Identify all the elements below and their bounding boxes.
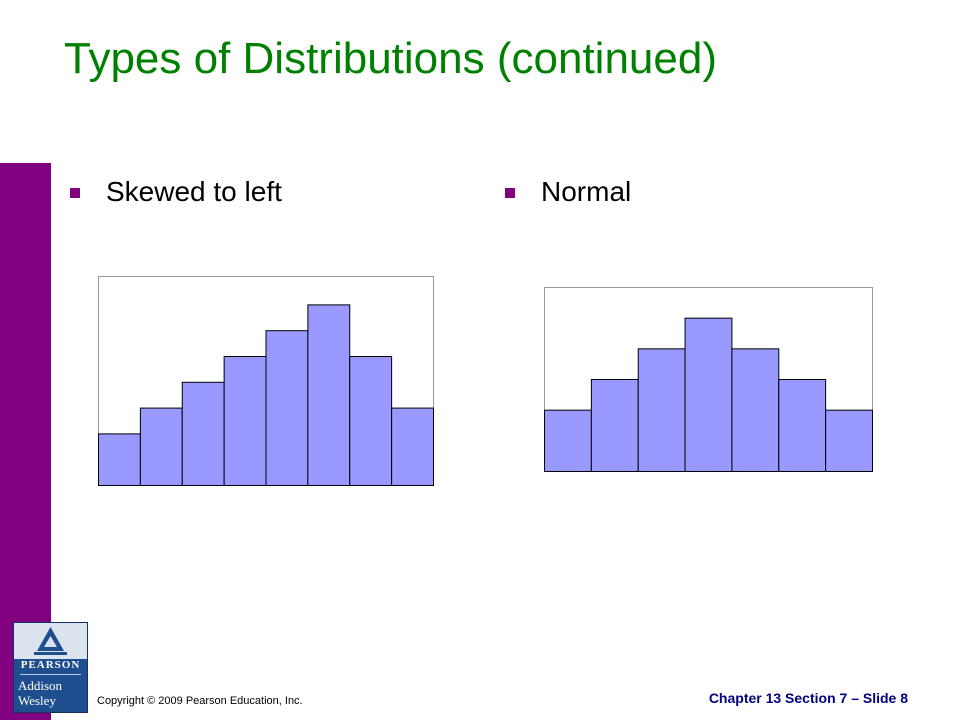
histogram-bar <box>391 407 434 486</box>
histogram-bar <box>181 381 225 486</box>
histogram-skewed-left <box>98 276 434 487</box>
histogram-bar <box>684 317 733 472</box>
logo-imprint-line2: Wesley <box>18 693 56 708</box>
histogram-bar <box>590 379 639 472</box>
histogram-bar <box>98 433 141 487</box>
pearson-a-icon <box>14 623 87 659</box>
logo-imprint-text: Addison Wesley <box>18 678 84 708</box>
histogram-normal <box>544 287 873 472</box>
slide-number: Chapter 13 Section 7 – Slide 8 <box>708 690 908 706</box>
copyright-text: Copyright © 2009 Pearson Education, Inc. <box>97 695 303 707</box>
bullet-label-skewed-left: Skewed to left <box>106 176 282 207</box>
histogram-bar <box>349 355 393 486</box>
histogram-bar <box>825 409 873 472</box>
logo-imprint-line1: Addison <box>18 678 63 693</box>
bullet-normal: Normal <box>505 176 631 208</box>
logo-brand-text: PEARSON <box>20 659 81 671</box>
bullet-skewed-left: Skewed to left <box>70 176 282 208</box>
histogram-bar <box>544 409 592 472</box>
bullet-label-normal: Normal <box>541 176 632 207</box>
histogram-bar <box>307 304 351 486</box>
bullet-square-icon <box>70 188 80 198</box>
histogram-bar <box>139 407 183 486</box>
histogram-bar <box>731 348 780 472</box>
pearson-addison-wesley-logo: PEARSON Addison Wesley <box>13 622 88 713</box>
histogram-bar <box>778 379 827 472</box>
histogram-bar <box>223 355 267 486</box>
histogram-bar <box>637 348 686 472</box>
histogram-bar <box>265 330 309 487</box>
bullet-square-icon <box>505 188 515 198</box>
logo-divider <box>20 674 81 675</box>
slide-title: Types of Distributions (continued) <box>64 34 717 83</box>
